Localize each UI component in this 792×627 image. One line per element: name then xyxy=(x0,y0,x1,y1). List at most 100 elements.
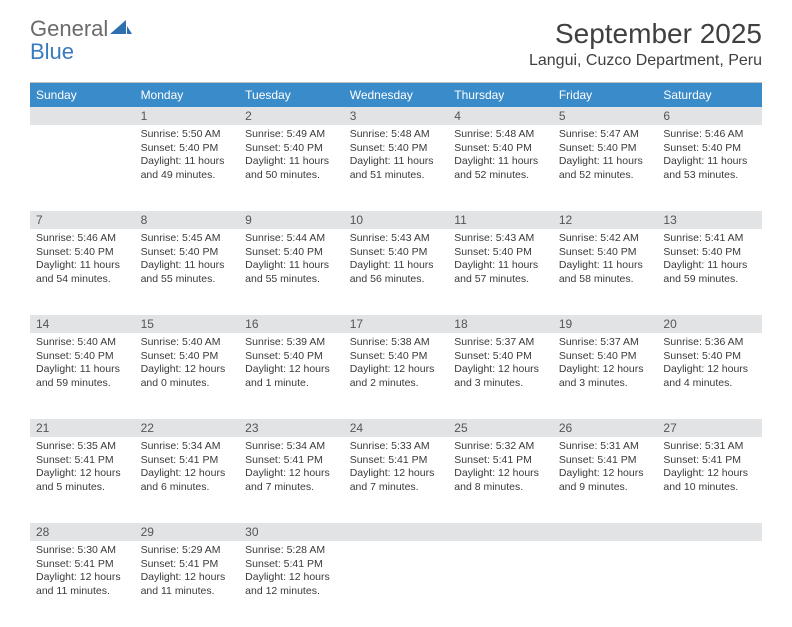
calendar-cell: Sunrise: 5:50 AMSunset: 5:40 PMDaylight:… xyxy=(135,125,240,211)
cell-line: Sunset: 5:40 PM xyxy=(663,350,758,364)
cell-line: Sunset: 5:40 PM xyxy=(245,246,340,260)
dow-row: Sunday Monday Tuesday Wednesday Thursday… xyxy=(30,83,762,107)
calendar-cell: Sunrise: 5:43 AMSunset: 5:40 PMDaylight:… xyxy=(344,229,449,315)
logo-sail-icon xyxy=(110,20,132,36)
logo-text-block: General Blue xyxy=(30,18,132,64)
cell-line: Sunset: 5:40 PM xyxy=(245,142,340,156)
cell-line: and 7 minutes. xyxy=(350,481,445,495)
cell-line: and 55 minutes. xyxy=(245,273,340,287)
cell-line: Sunrise: 5:49 AM xyxy=(245,128,340,142)
day-number: 5 xyxy=(553,107,658,125)
day-number xyxy=(657,523,762,541)
dow-wednesday: Wednesday xyxy=(344,83,449,107)
calendar-cell: Sunrise: 5:31 AMSunset: 5:41 PMDaylight:… xyxy=(553,437,658,523)
day-number: 30 xyxy=(239,523,344,541)
cell-line: Daylight: 12 hours xyxy=(141,571,236,585)
cell-line: Sunrise: 5:35 AM xyxy=(36,440,131,454)
cell-line: and 56 minutes. xyxy=(350,273,445,287)
cell-line: and 55 minutes. xyxy=(141,273,236,287)
cell-line: Sunrise: 5:42 AM xyxy=(559,232,654,246)
dow-thursday: Thursday xyxy=(448,83,553,107)
dow-sunday: Sunday xyxy=(30,83,135,107)
calendar-cell: Sunrise: 5:36 AMSunset: 5:40 PMDaylight:… xyxy=(657,333,762,419)
cell-line: Sunrise: 5:34 AM xyxy=(245,440,340,454)
day-number: 20 xyxy=(657,315,762,333)
cell-line: Sunset: 5:41 PM xyxy=(245,558,340,572)
cell-line: Daylight: 12 hours xyxy=(454,363,549,377)
cell-line: and 49 minutes. xyxy=(141,169,236,183)
cell-line: Daylight: 11 hours xyxy=(245,155,340,169)
cell-line: Sunset: 5:40 PM xyxy=(141,350,236,364)
cell-line: Sunrise: 5:34 AM xyxy=(141,440,236,454)
calendar-cell xyxy=(553,541,658,627)
cell-line: Sunrise: 5:31 AM xyxy=(559,440,654,454)
cell-line: and 59 minutes. xyxy=(663,273,758,287)
cell-line: Daylight: 11 hours xyxy=(454,259,549,273)
day-number xyxy=(448,523,553,541)
cell-line: Sunrise: 5:46 AM xyxy=(663,128,758,142)
cell-line: Daylight: 11 hours xyxy=(245,259,340,273)
day-number: 27 xyxy=(657,419,762,437)
cell-line: and 57 minutes. xyxy=(454,273,549,287)
day-number: 8 xyxy=(135,211,240,229)
cell-line: and 11 minutes. xyxy=(36,585,131,599)
cell-line: Sunrise: 5:44 AM xyxy=(245,232,340,246)
cell-line: Sunrise: 5:37 AM xyxy=(559,336,654,350)
calendar-cell: Sunrise: 5:34 AMSunset: 5:41 PMDaylight:… xyxy=(239,437,344,523)
cell-line: Sunrise: 5:45 AM xyxy=(141,232,236,246)
day-number: 2 xyxy=(239,107,344,125)
cell-line: Sunset: 5:40 PM xyxy=(559,142,654,156)
cell-line: and 5 minutes. xyxy=(36,481,131,495)
logo-text-blue: Blue xyxy=(30,39,74,64)
cell-line: Daylight: 11 hours xyxy=(350,259,445,273)
day-number: 4 xyxy=(448,107,553,125)
cell-line: Daylight: 11 hours xyxy=(350,155,445,169)
cell-line: Sunrise: 5:50 AM xyxy=(141,128,236,142)
month-title: September 2025 xyxy=(529,18,762,50)
day-number: 15 xyxy=(135,315,240,333)
dow-friday: Friday xyxy=(553,83,658,107)
cell-line: Daylight: 11 hours xyxy=(36,259,131,273)
week-row: Sunrise: 5:46 AMSunset: 5:40 PMDaylight:… xyxy=(30,229,762,315)
cell-line: Sunset: 5:41 PM xyxy=(36,558,131,572)
day-number: 7 xyxy=(30,211,135,229)
calendar-cell: Sunrise: 5:40 AMSunset: 5:40 PMDaylight:… xyxy=(30,333,135,419)
day-number: 12 xyxy=(553,211,658,229)
cell-line: Sunset: 5:40 PM xyxy=(663,246,758,260)
daynum-row: 78910111213 xyxy=(30,211,762,229)
day-number: 28 xyxy=(30,523,135,541)
calendar-cell: Sunrise: 5:37 AMSunset: 5:40 PMDaylight:… xyxy=(553,333,658,419)
cell-line: and 51 minutes. xyxy=(350,169,445,183)
cell-line: Daylight: 11 hours xyxy=(559,259,654,273)
cell-line: Sunrise: 5:39 AM xyxy=(245,336,340,350)
cell-line: Sunrise: 5:37 AM xyxy=(454,336,549,350)
day-number: 19 xyxy=(553,315,658,333)
cell-line: and 12 minutes. xyxy=(245,585,340,599)
daynum-row: 282930 xyxy=(30,523,762,541)
dow-monday: Monday xyxy=(135,83,240,107)
cell-line: and 1 minute. xyxy=(245,377,340,391)
cell-line: Daylight: 12 hours xyxy=(559,467,654,481)
week-row: Sunrise: 5:35 AM Sunset: 5:41 PM Daylight:… xyxy=(30,437,762,523)
day-number: 23 xyxy=(239,419,344,437)
title-block: September 2025 Langui, Cuzco Department,… xyxy=(529,18,762,70)
cell-line: Daylight: 12 hours xyxy=(350,363,445,377)
cell-line: Daylight: 11 hours xyxy=(141,155,236,169)
day-number: 9 xyxy=(239,211,344,229)
calendar-cell: Sunrise: 5:37 AMSunset: 5:40 PMDaylight:… xyxy=(448,333,553,419)
calendar-cell: Sunrise: 5:43 AMSunset: 5:40 PMDaylight:… xyxy=(448,229,553,315)
cell-line: Sunset: 5:40 PM xyxy=(141,142,236,156)
cell-line: Sunrise: 5:43 AM xyxy=(454,232,549,246)
dow-tuesday: Tuesday xyxy=(239,83,344,107)
cell-line: Sunset: 5:41 PM xyxy=(663,454,758,468)
calendar-cell xyxy=(448,541,553,627)
cell-line: and 8 minutes. xyxy=(454,481,549,495)
dow-saturday: Saturday xyxy=(657,83,762,107)
logo-text-general: General xyxy=(30,16,108,41)
cell-line: Sunset: 5:40 PM xyxy=(36,350,131,364)
calendar-cell: Sunrise: 5:39 AMSunset: 5:40 PMDaylight:… xyxy=(239,333,344,419)
cell-line: and 53 minutes. xyxy=(663,169,758,183)
cell-line: Sunset: 5:40 PM xyxy=(350,350,445,364)
cell-line: Sunrise: 5:47 AM xyxy=(559,128,654,142)
cell-line: Sunrise: 5:38 AM xyxy=(350,336,445,350)
